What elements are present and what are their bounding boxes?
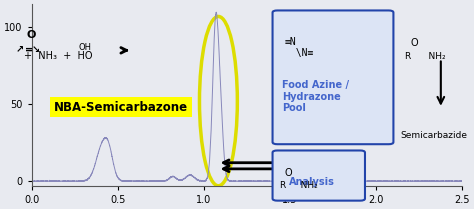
Text: NBA-Semicarbazone: NBA-Semicarbazone [54, 101, 188, 114]
Text: Food Azine /
Hydrazone
Pool: Food Azine / Hydrazone Pool [282, 80, 349, 113]
Text: O: O [410, 38, 418, 48]
Text: O: O [284, 168, 292, 178]
Text: R      NH₂: R NH₂ [405, 52, 446, 61]
Text: Analysis: Analysis [289, 177, 335, 187]
Text: $\bf{\nearrow\!\!=\!\!\!\searrow}$: $\bf{\nearrow\!\!=\!\!\!\searrow}$ [14, 44, 41, 54]
Text: +  NH₃  +  HO: + NH₃ + HO [24, 51, 92, 61]
Text: OH: OH [78, 43, 91, 52]
Text: $\bf{O}$: $\bf{O}$ [26, 28, 37, 40]
Text: R     NH₂: R NH₂ [280, 181, 318, 190]
Text: Semicarbazide: Semicarbazide [401, 131, 467, 140]
Text: ≡N
  \N≡: ≡N \N≡ [284, 37, 314, 59]
